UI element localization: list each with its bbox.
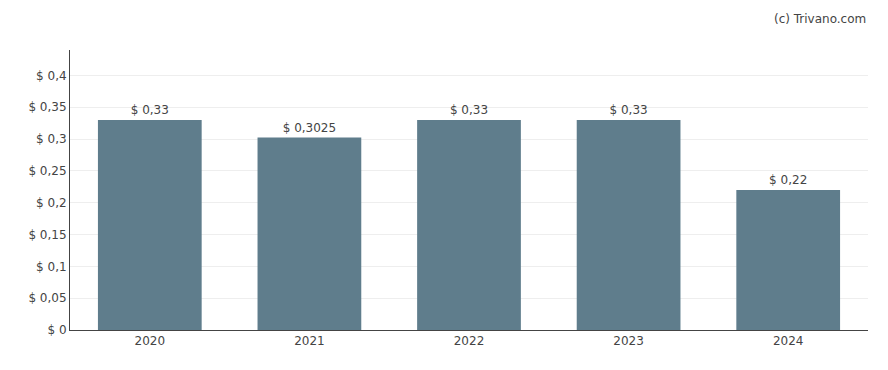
svg-text:2024: 2024 — [773, 334, 804, 348]
svg-text:$ 0,22: $ 0,22 — [769, 173, 807, 187]
svg-text:$ 0: $ 0 — [48, 323, 67, 337]
svg-text:$ 0,2: $ 0,2 — [36, 196, 67, 210]
svg-text:$ 0,33: $ 0,33 — [450, 103, 488, 117]
svg-text:$ 0,3025: $ 0,3025 — [283, 121, 336, 135]
svg-text:$ 0,4: $ 0,4 — [36, 69, 67, 83]
svg-text:2023: 2023 — [613, 334, 644, 348]
svg-text:$ 0,1: $ 0,1 — [36, 260, 67, 274]
svg-text:$ 0,05: $ 0,05 — [28, 291, 66, 305]
svg-text:2021: 2021 — [294, 334, 325, 348]
svg-text:$ 0,3: $ 0,3 — [36, 132, 67, 146]
svg-text:2020: 2020 — [135, 334, 166, 348]
svg-text:$ 0,33: $ 0,33 — [131, 103, 169, 117]
svg-text:$ 0,15: $ 0,15 — [28, 228, 66, 242]
svg-text:$ 0,35: $ 0,35 — [28, 100, 66, 114]
svg-text:2022: 2022 — [454, 334, 485, 348]
svg-text:(c) Trivano.com: (c) Trivano.com — [774, 12, 866, 26]
svg-text:$ 0,25: $ 0,25 — [28, 164, 66, 178]
svg-text:$ 0,33: $ 0,33 — [610, 103, 648, 117]
